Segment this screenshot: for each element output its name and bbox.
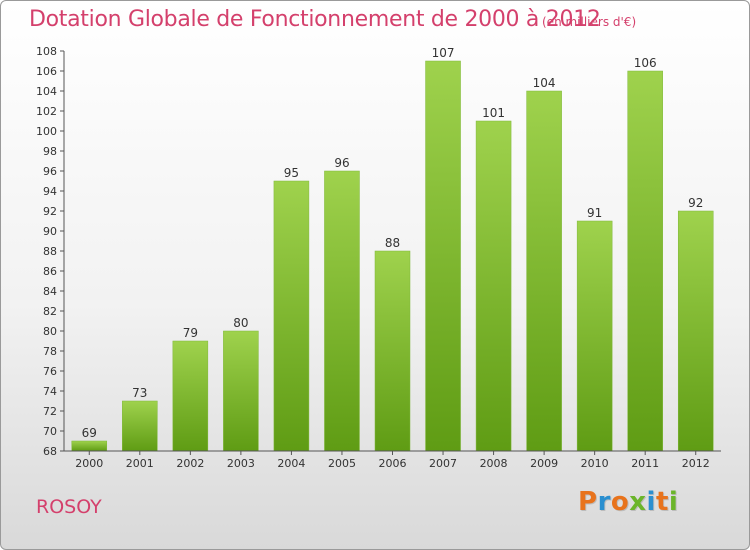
x-tick-label-2012: 2012 (682, 457, 710, 470)
y-tick-label: 104 (36, 85, 57, 98)
bar-2008 (475, 120, 512, 452)
y-tick-label: 80 (43, 325, 57, 338)
x-tick-label-2004: 2004 (277, 457, 305, 470)
data-label-2012: 92 (688, 196, 703, 210)
data-label-2003: 80 (233, 316, 248, 330)
data-label-2008: 101 (482, 106, 505, 120)
bar-2002 (172, 340, 209, 452)
y-tick-label: 92 (43, 205, 57, 218)
x-tick-label-2007: 2007 (429, 457, 457, 470)
y-tick-label: 98 (43, 145, 57, 158)
y-tick-label: 76 (43, 365, 57, 378)
commune-name: ROSOY (36, 496, 102, 518)
data-label-2002: 79 (183, 326, 198, 340)
x-tick-label-2008: 2008 (480, 457, 508, 470)
bar-2000 (71, 440, 108, 452)
bars-group: 69 73 79 80 95 96 88 107 101 104 91 106 92 (71, 46, 714, 452)
data-label-2005: 96 (334, 156, 349, 170)
bar-2010 (576, 220, 613, 452)
data-label-2006: 88 (385, 236, 400, 250)
bar-2007 (425, 60, 461, 452)
bar-2004 (273, 180, 310, 452)
data-label-2009: 104 (533, 76, 556, 90)
y-tick-label: 90 (43, 225, 57, 238)
y-tick-label: 82 (43, 305, 57, 318)
x-tick-label-2000: 2000 (75, 457, 103, 470)
y-tick-label: 106 (36, 65, 57, 78)
y-tick-label: 88 (43, 245, 57, 258)
y-tick-label: 68 (43, 445, 57, 458)
bar-2012 (677, 210, 714, 452)
x-tick-label-2011: 2011 (631, 457, 659, 470)
proxiti-logo: Proxiti (578, 487, 679, 517)
bar-2009 (526, 90, 562, 452)
chart-subtitle: (en milliers d'€) (542, 15, 637, 29)
x-tick-label-2009: 2009 (530, 457, 558, 470)
x-tick-label-2010: 2010 (581, 457, 609, 470)
x-tick-label-2006: 2006 (379, 457, 407, 470)
x-tick-label-2003: 2003 (227, 457, 255, 470)
y-tick-label: 78 (43, 345, 57, 358)
y-tick-label: 96 (43, 165, 57, 178)
y-tick-label: 84 (43, 285, 57, 298)
data-label-2001: 73 (132, 386, 147, 400)
y-axis: 68 70 72 74 76 78 80 82 84 86 88 90 92 94 96 98 100 102 10… (36, 45, 65, 458)
bar-2003 (223, 330, 259, 452)
data-label-2011: 106 (634, 56, 657, 70)
data-label-2010: 91 (587, 206, 602, 220)
bar-2001 (122, 400, 158, 452)
data-label-2007: 107 (432, 46, 455, 60)
bar-2011 (627, 70, 663, 452)
bar-2006 (374, 250, 411, 452)
y-tick-label: 70 (43, 425, 57, 438)
y-tick-label: 86 (43, 265, 57, 278)
y-tick-label: 72 (43, 405, 57, 418)
data-label-2004: 95 (284, 166, 299, 180)
x-tick-label-2001: 2001 (126, 457, 154, 470)
y-tick-label: 94 (43, 185, 57, 198)
x-tick-label-2005: 2005 (328, 457, 356, 470)
y-tick-label: 100 (36, 125, 57, 138)
bar-2005 (324, 170, 360, 452)
data-label-2000: 69 (82, 426, 97, 440)
chart-title: Dotation Globale de Fonctionnement de 20… (29, 7, 601, 32)
x-tick-label-2002: 2002 (176, 457, 204, 470)
x-axis: 2000 2001 2002 2003 2004 2005 2006 2007 2008 2009… (64, 450, 721, 470)
y-tick-label: 74 (43, 385, 57, 398)
y-tick-label: 102 (36, 105, 57, 118)
y-tick-label: 108 (36, 45, 57, 58)
